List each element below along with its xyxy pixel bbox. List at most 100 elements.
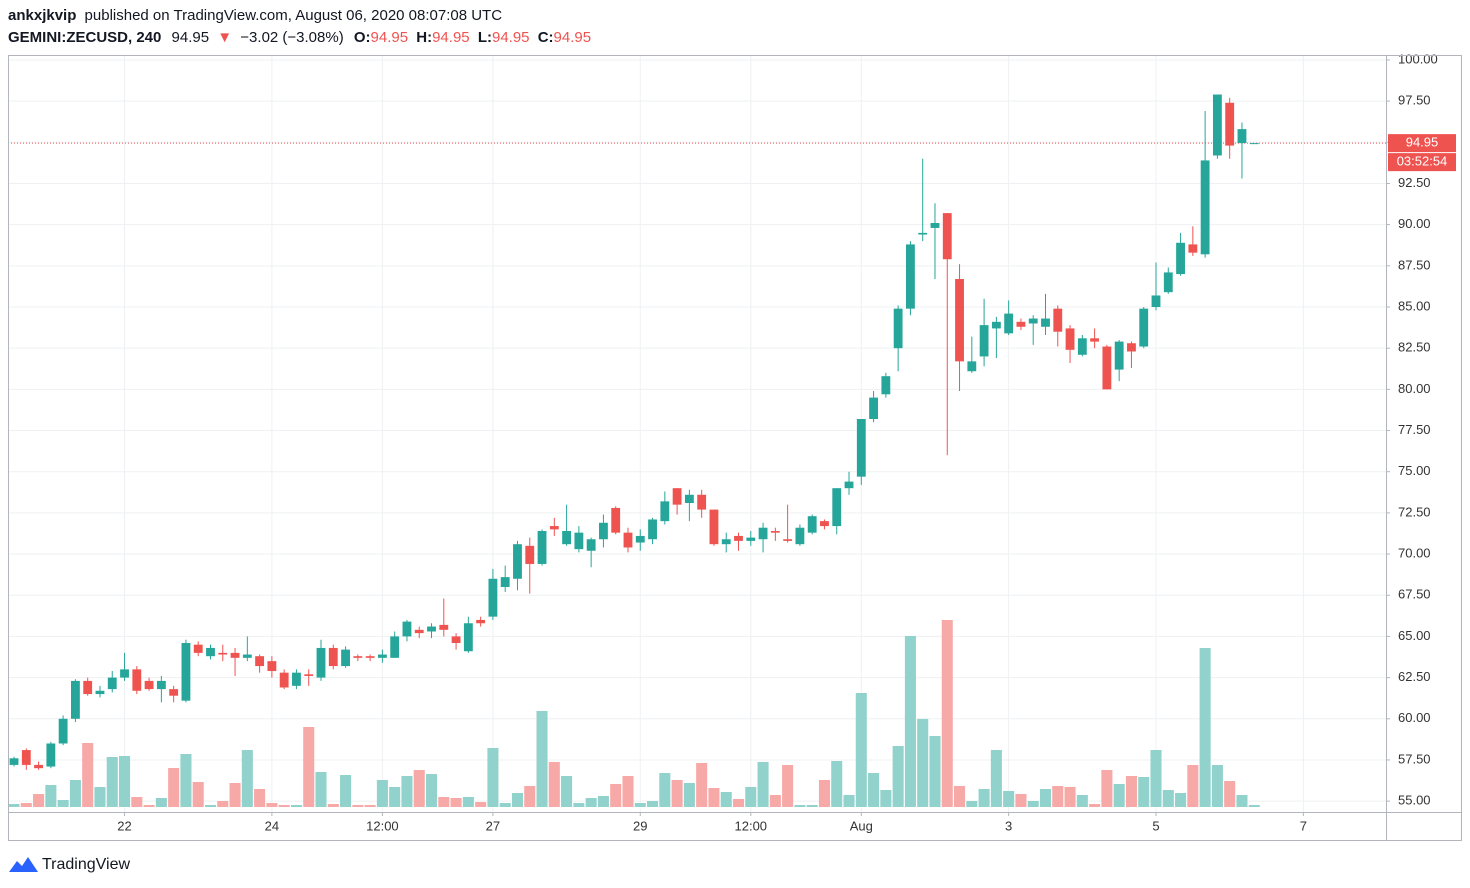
publish-line: ankxjkvip published on TradingView.com, … bbox=[8, 7, 502, 24]
candle-body bbox=[463, 623, 473, 652]
candle-body bbox=[9, 758, 19, 765]
volume-bar bbox=[831, 761, 843, 807]
author: ankxjkvip bbox=[8, 7, 76, 24]
volume-bar bbox=[941, 620, 953, 807]
candle-body bbox=[942, 213, 952, 260]
volume-bar bbox=[511, 793, 524, 807]
x-tick-label: 12:00 bbox=[366, 818, 399, 833]
volume-bar bbox=[327, 804, 339, 807]
y-tick-label: 77.50 bbox=[1398, 422, 1431, 437]
volume-bar bbox=[622, 776, 634, 807]
candle-body bbox=[488, 578, 498, 617]
y-tick-label: 57.50 bbox=[1398, 751, 1431, 766]
candle-body bbox=[181, 643, 191, 701]
volume-bar bbox=[818, 780, 830, 807]
volume-bar bbox=[462, 797, 474, 807]
candle-body bbox=[169, 689, 179, 696]
candle-body bbox=[500, 577, 510, 588]
candle-body bbox=[21, 750, 31, 765]
volume-bar bbox=[929, 736, 941, 807]
x-tick-label: 5 bbox=[1152, 818, 1159, 833]
candle-body bbox=[930, 223, 940, 228]
y-tick-label: 62.50 bbox=[1398, 669, 1431, 684]
volume-bar bbox=[757, 762, 769, 807]
volume-bar bbox=[1039, 789, 1052, 807]
volume-bar bbox=[696, 763, 708, 807]
volume-bar bbox=[794, 805, 806, 807]
volume-bar bbox=[389, 787, 401, 807]
candle-body bbox=[1127, 343, 1136, 352]
volume-bar bbox=[524, 786, 536, 807]
volume-bar bbox=[573, 803, 585, 807]
candle-body bbox=[328, 647, 338, 667]
volume-bar bbox=[1211, 765, 1223, 807]
candle-body bbox=[316, 647, 326, 678]
price-tag-label: 94.95 bbox=[1406, 135, 1439, 150]
volume-bar bbox=[732, 799, 745, 807]
candle-body bbox=[414, 629, 424, 634]
volume-bar bbox=[94, 787, 106, 807]
volume-bar bbox=[413, 770, 425, 807]
candle-body bbox=[770, 531, 780, 533]
volume-bar bbox=[1236, 795, 1248, 807]
symbol: GEMINI:ZECUSD, 240 bbox=[8, 29, 161, 46]
candle-body bbox=[120, 669, 129, 678]
candle-body bbox=[684, 494, 694, 504]
volume-bar bbox=[340, 775, 352, 807]
candle-body bbox=[783, 539, 793, 541]
volume-bar bbox=[1150, 750, 1162, 807]
volume-bar bbox=[266, 803, 278, 807]
candle-body bbox=[1225, 102, 1235, 146]
candle-body bbox=[476, 619, 486, 624]
frame bbox=[8, 55, 1462, 841]
candle-body bbox=[1200, 160, 1210, 255]
volume-bar bbox=[487, 748, 499, 807]
ohlc-value: 94.95 bbox=[492, 29, 530, 46]
volume-bar bbox=[1162, 790, 1174, 807]
candle-body bbox=[660, 501, 670, 522]
ohlc-label: L: bbox=[478, 29, 492, 46]
candle-body bbox=[46, 743, 56, 767]
volume-bar bbox=[1089, 804, 1101, 807]
volume-bar bbox=[990, 750, 1002, 807]
ohlc-value: 94.95 bbox=[554, 29, 592, 46]
symbol-line: GEMINI:ZECUSD, 240 94.95 ▼ −3.02 (−3.08%… bbox=[8, 29, 591, 46]
volume-bar bbox=[241, 750, 253, 807]
volume-bar bbox=[536, 711, 548, 807]
candle-body bbox=[193, 644, 203, 653]
volume-bar bbox=[683, 783, 695, 807]
candle-body bbox=[758, 527, 768, 540]
logo-icon bbox=[9, 857, 38, 872]
volume-bar bbox=[1113, 784, 1125, 807]
candle-body bbox=[721, 539, 731, 545]
candle-body bbox=[1212, 94, 1222, 156]
candle-body bbox=[95, 690, 105, 695]
candle-body bbox=[881, 376, 891, 395]
candle-body bbox=[427, 626, 436, 632]
publish-text: published on TradingView.com, August 06,… bbox=[85, 7, 503, 24]
volume-bar bbox=[917, 719, 929, 807]
price-tag bbox=[1388, 134, 1456, 153]
volume-bar bbox=[475, 802, 487, 807]
volume-bar bbox=[585, 798, 597, 807]
volume-bar bbox=[450, 798, 462, 807]
candle-body bbox=[586, 539, 596, 551]
candle-body bbox=[132, 669, 142, 691]
volume-bar bbox=[1138, 777, 1150, 807]
volume-bar bbox=[57, 800, 69, 807]
candle-body bbox=[1188, 244, 1198, 253]
y-tick-label: 97.50 bbox=[1398, 93, 1431, 108]
volume-bar bbox=[364, 805, 376, 807]
volume-bar bbox=[671, 780, 683, 807]
volume-bar bbox=[106, 757, 118, 807]
volume-bar bbox=[155, 798, 167, 807]
candle-body bbox=[562, 531, 572, 545]
plot: 55.00 57.50 60.00 62.50 65.00 67.50 70.00 72.50… bbox=[8, 51, 1438, 833]
y-tick-label: 60.00 bbox=[1398, 710, 1431, 725]
volume-bar bbox=[1187, 765, 1199, 807]
down-arrow: ▼ bbox=[217, 29, 232, 46]
candle-body bbox=[648, 519, 657, 540]
volume-bar bbox=[168, 768, 180, 807]
